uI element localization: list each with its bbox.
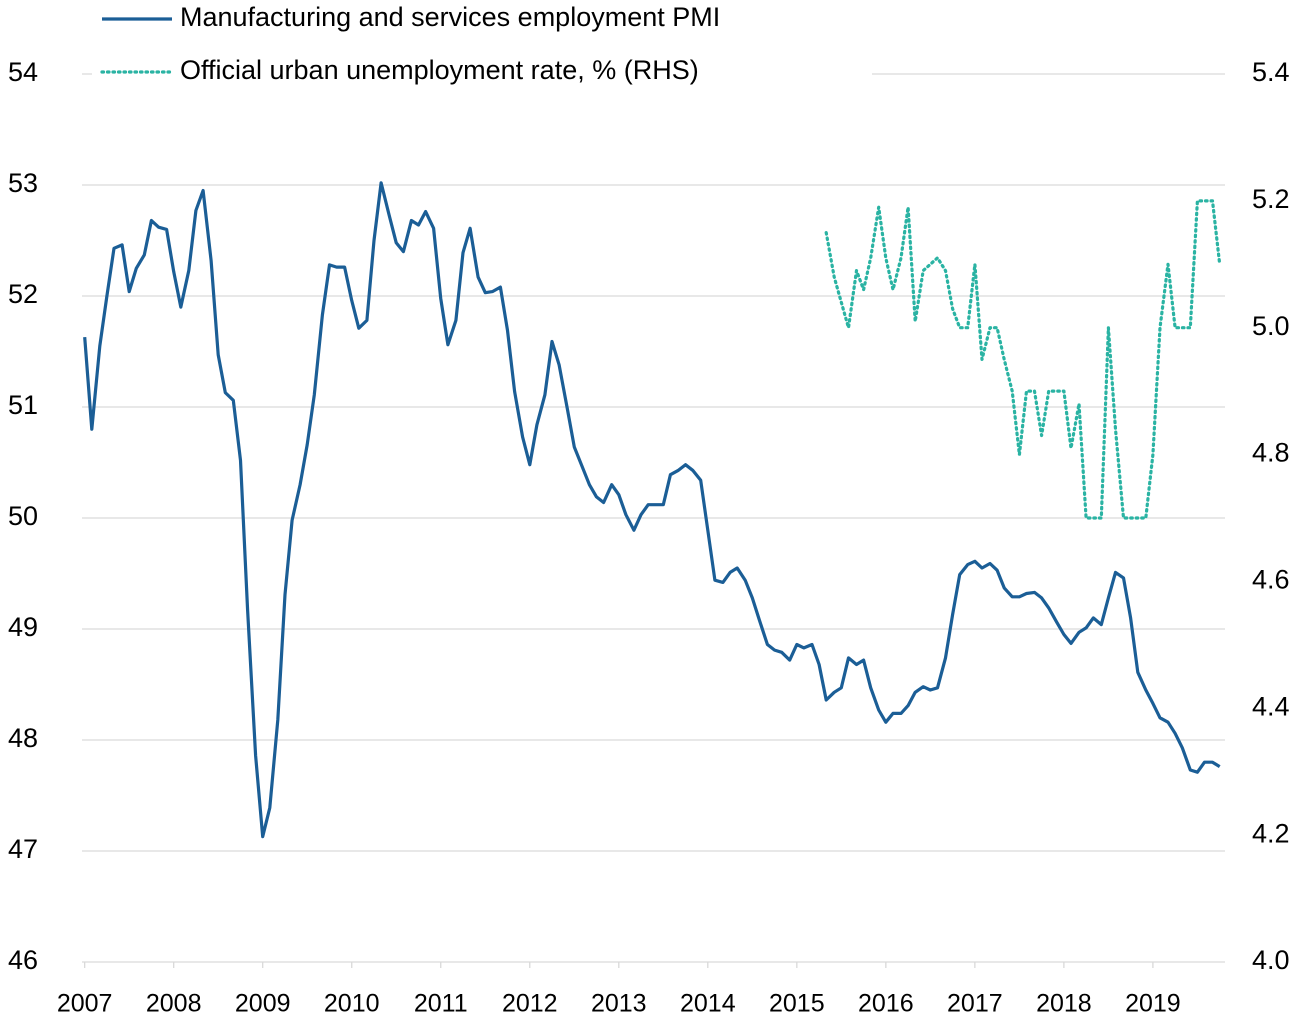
x-tick-label: 2017 (947, 990, 1003, 1018)
y2-tick-label: 5.2 (1252, 184, 1290, 214)
y-tick-label: 51 (8, 390, 38, 420)
x-tick-label: 2008 (146, 990, 202, 1018)
legend-label: Manufacturing and services employment PM… (180, 2, 720, 32)
x-tick-label: 2016 (858, 990, 914, 1018)
x-tick-label: 2009 (235, 990, 291, 1018)
y2-tick-label: 4.0 (1252, 945, 1290, 975)
y-tick-label: 52 (8, 279, 38, 309)
y-tick-label: 48 (8, 723, 38, 753)
legend-label: Official urban unemployment rate, % (RHS… (180, 55, 699, 85)
y2-tick-label: 4.2 (1252, 818, 1290, 848)
y-tick-label: 53 (8, 168, 38, 198)
x-tick-label: 2011 (414, 990, 468, 1018)
series-line (824, 199, 1222, 520)
x-tick-label: 2014 (680, 990, 736, 1018)
y-tick-label: 46 (8, 945, 38, 975)
y2-tick-label: 5.0 (1252, 311, 1290, 341)
y2-tick-label: 4.6 (1252, 565, 1290, 595)
y-tick-label: 50 (8, 501, 38, 531)
y2-tick-label: 5.4 (1252, 57, 1290, 87)
series-line (83, 181, 1221, 839)
x-tick-label: 2019 (1125, 990, 1181, 1018)
y-tick-label: 49 (8, 612, 38, 642)
x-tick-label: 2007 (57, 990, 113, 1018)
x-tick-label: 2015 (769, 990, 825, 1018)
y-tick-label: 54 (8, 57, 38, 87)
y-tick-label: 47 (8, 834, 38, 864)
y2-tick-label: 4.8 (1252, 438, 1290, 468)
y2-tick-label: 4.4 (1252, 691, 1290, 721)
legend-background (92, 0, 872, 96)
x-tick-label: 2012 (502, 990, 558, 1018)
x-tick-label: 2018 (1036, 990, 1092, 1018)
x-tick-label: 2013 (591, 990, 647, 1018)
x-tick-label: 2010 (324, 990, 380, 1018)
